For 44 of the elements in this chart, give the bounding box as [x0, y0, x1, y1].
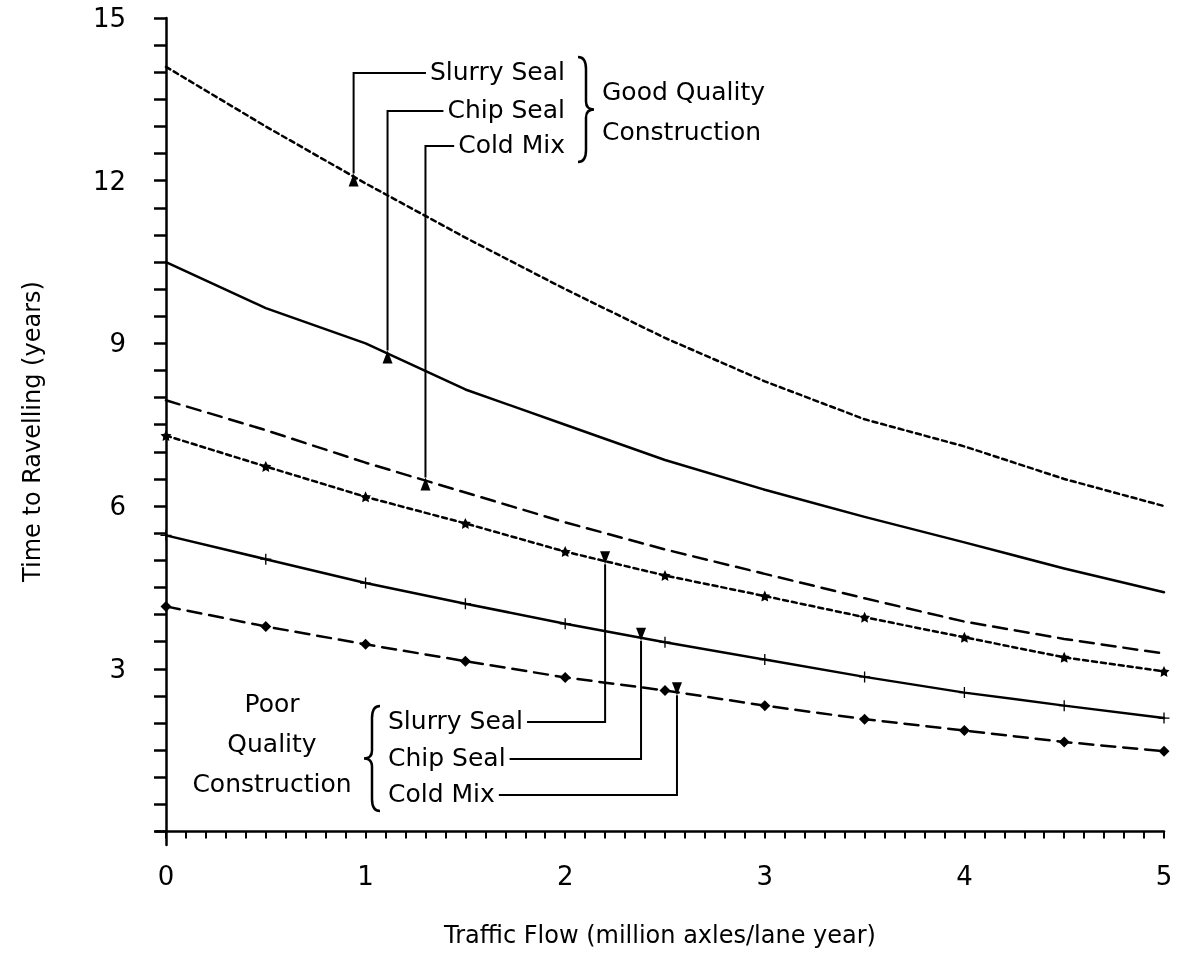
- text: Chip Seal: [447, 95, 565, 124]
- x-tick-label: 1: [357, 861, 374, 891]
- point: [859, 611, 871, 623]
- point: [160, 430, 172, 442]
- point: [958, 725, 970, 737]
- x-tick-label: 4: [956, 861, 973, 891]
- point: [160, 600, 172, 612]
- text: Slurry Seal: [429, 57, 565, 86]
- point: [260, 460, 272, 472]
- annotation: Good Quality Construction: [602, 77, 766, 146]
- text: Cold Mix: [388, 779, 495, 808]
- x-tick-label: 2: [556, 861, 574, 891]
- text: Slurry Seal: [388, 706, 524, 735]
- point: [459, 655, 471, 667]
- text: Cold Mix: [458, 130, 565, 159]
- point: [1158, 745, 1170, 757]
- point: [759, 590, 771, 602]
- x-tick-label: 5: [1155, 861, 1173, 891]
- point: [559, 546, 571, 558]
- point: [859, 671, 871, 683]
- y-tick-label: 9: [109, 328, 126, 359]
- text: Chip Seal: [388, 743, 506, 772]
- point: [859, 713, 871, 725]
- point: [659, 684, 671, 696]
- y-tick-label: 6: [109, 491, 126, 522]
- y-tick-label: 15: [92, 3, 126, 33]
- y-tick-label: 3: [109, 653, 126, 684]
- y-axis-title: Time to Ravelling (years): [18, 281, 46, 583]
- x-tick-label: 3: [756, 861, 774, 891]
- point: [1158, 712, 1170, 724]
- point: [160, 529, 172, 541]
- point: [559, 671, 571, 683]
- point: [360, 638, 372, 650]
- point: [1058, 736, 1070, 748]
- annotation: Poor Quality Construction: [192, 689, 352, 798]
- x-axis-title: Traffic Flow (million axles/lane year): [443, 921, 876, 949]
- point: [759, 700, 771, 712]
- point: [659, 569, 671, 581]
- point: [260, 620, 272, 632]
- point: [659, 636, 671, 648]
- point: [360, 491, 372, 503]
- y-tick-label: 12: [92, 165, 126, 196]
- x-tick-label: 0: [157, 861, 175, 891]
- point: [360, 577, 372, 589]
